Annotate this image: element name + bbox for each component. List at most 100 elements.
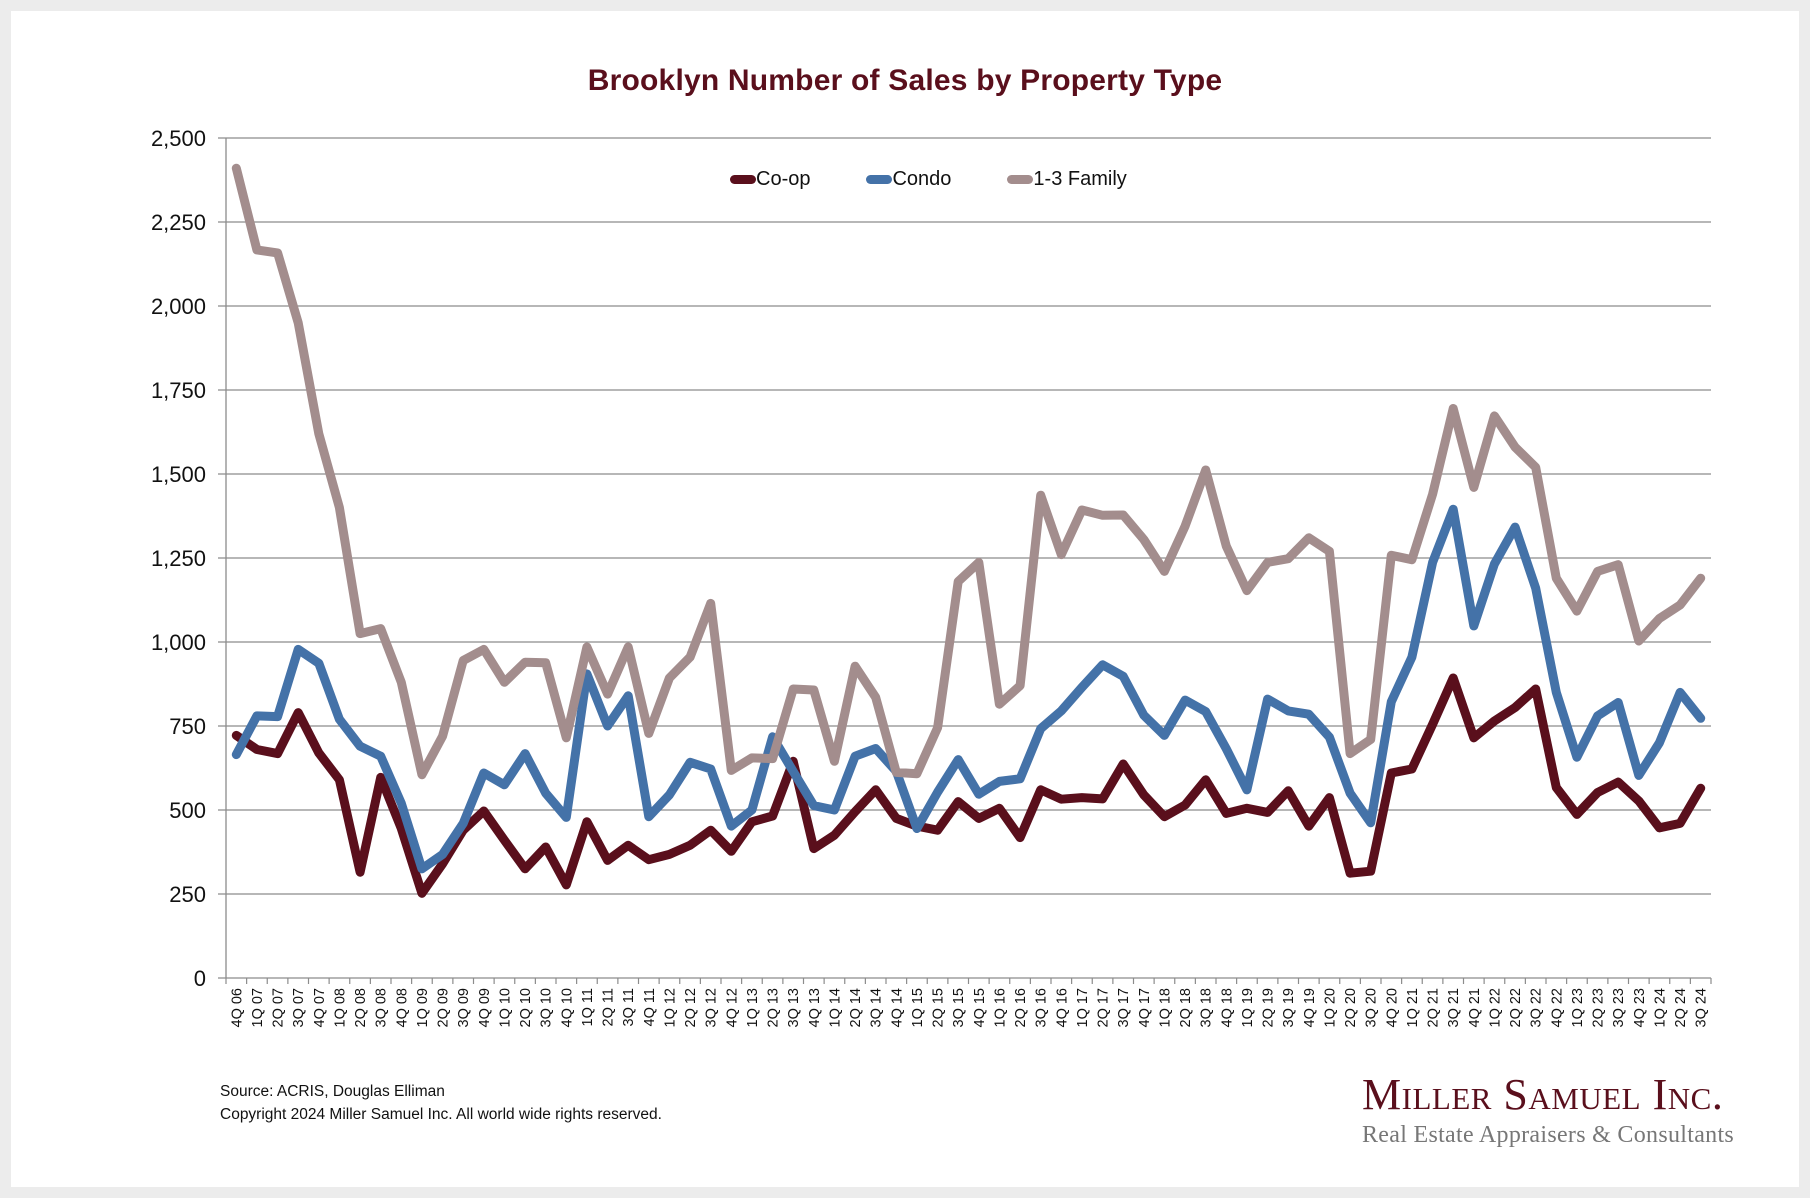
legend-label-family: 1-3 Family (1033, 168, 1127, 190)
source-note: Source: ACRIS, Douglas Elliman (220, 1083, 445, 1100)
x-tick-label: 4Q 06 (229, 988, 245, 1028)
x-tick-label: 4Q 09 (477, 988, 493, 1028)
x-tick-label: 2Q 21 (1426, 988, 1442, 1028)
y-tick-label: 500 (169, 798, 206, 823)
x-tick-label: 2Q 19 (1261, 988, 1277, 1028)
x-tick-label: 3Q 08 (374, 988, 390, 1028)
x-tick-label: 3Q 22 (1529, 988, 1545, 1028)
x-tick-label: 4Q 08 (394, 988, 410, 1028)
x-tick-label: 4Q 14 (889, 988, 905, 1028)
x-tick-label: 1Q 20 (1322, 988, 1338, 1028)
series-lines (231, 163, 1706, 898)
x-tick-label: 1Q 14 (827, 988, 843, 1028)
x-tick-label: 3Q 18 (1199, 988, 1215, 1028)
x-tick-label: 2Q 15 (931, 988, 947, 1028)
x-tick-label: 3Q 15 (951, 988, 967, 1028)
x-tick-label: 1Q 19 (1240, 988, 1256, 1028)
x-tick-label: 3Q 14 (869, 988, 885, 1028)
y-tick-label: 750 (169, 714, 206, 739)
chart-card (11, 11, 1799, 1187)
axes (218, 138, 1712, 984)
x-tick-label: 3Q 23 (1611, 988, 1627, 1028)
legend-label-condo: Condo (892, 168, 952, 190)
x-tick-label: 1Q 21 (1405, 988, 1421, 1028)
x-tick-label: 4Q 19 (1302, 988, 1318, 1028)
x-tick-label: 3Q 07 (291, 988, 307, 1028)
x-tick-label: 3Q 21 (1446, 988, 1462, 1028)
x-tick-label: 2Q 18 (1178, 988, 1194, 1028)
y-tick-label: 2,250 (151, 210, 206, 235)
y-tick-label: 1,000 (151, 630, 206, 655)
x-tick-label: 2Q 12 (683, 988, 699, 1028)
series-line-1-3-family (231, 163, 1706, 780)
legend-swatch-condo (866, 175, 893, 184)
x-tick-label: 3Q 13 (786, 988, 802, 1028)
x-tick-label: 4Q 22 (1549, 988, 1565, 1028)
x-tick-label: 4Q 21 (1467, 988, 1483, 1028)
y-tick-label: 2,000 (151, 294, 206, 319)
legend-item-condo: Condo (866, 168, 951, 191)
legend: Co-op Condo 1-3 Family (730, 168, 1183, 191)
copyright-note: Copyright 2024 Miller Samuel Inc. All wo… (220, 1106, 662, 1123)
y-tick-labels: 0 250 500 750 1,000 1,250 1,500 1,750 2,000 2,250… (151, 126, 206, 991)
legend-label-coop: Co-op (756, 168, 811, 190)
y-tick-label: 250 (169, 882, 206, 907)
x-tick-label: 4Q 12 (724, 988, 740, 1028)
x-tick-label: 4Q 17 (1137, 988, 1153, 1028)
x-tick-label: 1Q 18 (1157, 988, 1173, 1028)
x-tick-label: 3Q 20 (1364, 988, 1380, 1028)
x-tick-label: 3Q 12 (704, 988, 720, 1028)
x-tick-label: 4Q 11 (642, 988, 658, 1026)
x-tick-label: 3Q 24 (1694, 988, 1710, 1028)
y-tick-label: 2,500 (151, 126, 206, 151)
x-tick-label: 3Q 09 (456, 988, 472, 1028)
footer: Source: ACRIS, Douglas Elliman Copyright… (220, 1080, 662, 1126)
x-tick-label: 2Q 23 (1591, 988, 1607, 1028)
x-tick-label: 1Q 09 (415, 988, 431, 1028)
x-tick-label: 2Q 10 (518, 988, 534, 1028)
x-tick-label: 3Q 11 (621, 988, 637, 1026)
y-tick-label: 1,250 (151, 546, 206, 571)
logo-name: Miller Samuel Inc. (1362, 1070, 1724, 1119)
x-tick-label: 3Q 16 (1034, 988, 1050, 1028)
x-tick-label: 3Q 10 (539, 988, 555, 1028)
x-tick-label: 1Q 10 (497, 988, 513, 1028)
x-tick-label: 1Q 24 (1652, 988, 1668, 1028)
x-tick-label: 4Q 18 (1219, 988, 1235, 1028)
x-tick-label: 2Q 22 (1508, 988, 1524, 1028)
x-tick-labels: 4Q 06 1Q 07 2Q 07 3Q 07 4Q 07 1Q 08 2Q 08 3Q 08… (229, 988, 1709, 1028)
x-tick-label: 2Q 24 (1673, 988, 1689, 1028)
x-tick-label: 2Q 14 (848, 988, 864, 1028)
series-line-co-op (231, 673, 1706, 898)
x-tick-label: 2Q 17 (1096, 988, 1112, 1028)
x-tick-label: 3Q 17 (1116, 988, 1132, 1028)
chart-title: Brooklyn Number of Sales by Property Typ… (587, 64, 1223, 97)
legend-item-coop: Co-op (730, 168, 810, 191)
x-tick-label: 1Q 17 (1075, 988, 1091, 1028)
x-tick-label: 4Q 20 (1384, 988, 1400, 1028)
legend-swatch-family (1007, 175, 1034, 184)
x-tick-label: 2Q 20 (1343, 988, 1359, 1028)
x-tick-label: 1Q 08 (332, 988, 348, 1028)
x-tick-label: 4Q 15 (972, 988, 988, 1028)
gridlines (218, 137, 1711, 895)
company-logo: Miller Samuel Inc. Real Estate Appraiser… (1362, 1072, 1734, 1149)
logo-tagline: Real Estate Appraisers & Consultants (1362, 1122, 1735, 1148)
x-tick-label: 2Q 13 (766, 988, 782, 1028)
x-tick-label: 4Q 13 (807, 988, 823, 1028)
legend-item-family: 1-3 Family (1007, 168, 1127, 191)
x-tick-label: 1Q 15 (910, 988, 926, 1028)
x-tick-label: 1Q 11 (580, 988, 596, 1026)
x-tick-label: 4Q 07 (312, 988, 328, 1028)
x-tick-label: 2Q 08 (353, 988, 369, 1028)
x-tick-label: 4Q 10 (559, 988, 575, 1028)
x-tick-label: 3Q 19 (1281, 988, 1297, 1028)
x-tick-label: 1Q 07 (250, 988, 266, 1028)
legend-swatch-coop (730, 175, 756, 184)
x-tick-label: 2Q 07 (271, 988, 287, 1028)
x-tick-label: 1Q 12 (662, 988, 678, 1028)
x-tick-label: 1Q 23 (1570, 988, 1586, 1028)
x-tick-label: 4Q 23 (1632, 988, 1648, 1028)
x-tick-label: 1Q 22 (1487, 988, 1503, 1028)
